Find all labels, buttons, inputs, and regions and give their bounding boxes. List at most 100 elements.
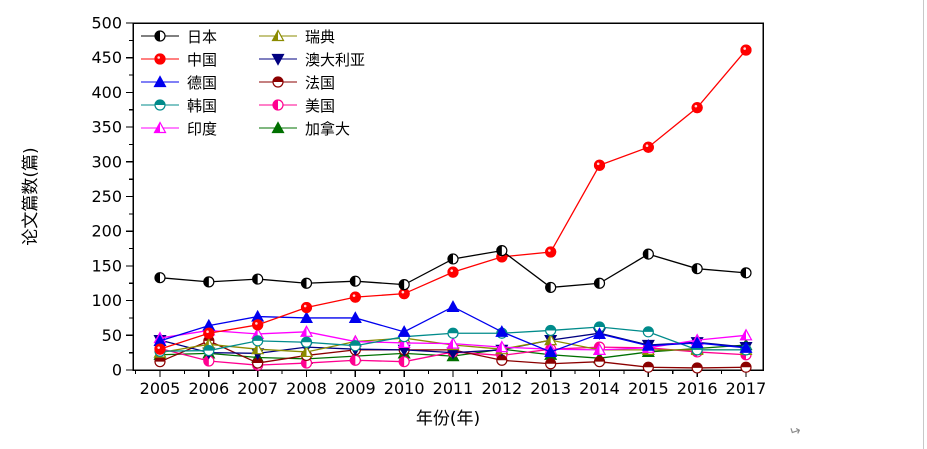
marker — [544, 345, 558, 358]
x-tick-label: 2012 — [481, 379, 522, 398]
marker — [448, 253, 453, 264]
x-tick-label: 2010 — [384, 379, 425, 398]
marker — [203, 327, 215, 339]
legend-label: 瑞典 — [305, 28, 335, 46]
marker — [350, 340, 361, 346]
x-tick-label: 2005 — [140, 379, 181, 398]
marker — [301, 337, 312, 343]
marker-highlight — [645, 144, 649, 148]
legend-label: 日本 — [187, 28, 217, 46]
marker — [545, 334, 551, 345]
y-tick-label: 0 — [112, 361, 122, 380]
marker — [350, 276, 356, 287]
legend-label: 中国 — [187, 51, 217, 69]
marker — [252, 343, 258, 354]
y-axis-title: 论文篇数(篇) — [21, 147, 41, 245]
marker — [594, 344, 600, 355]
marker — [447, 266, 459, 278]
marker — [691, 102, 703, 114]
x-tick-label: 2006 — [188, 379, 229, 398]
x-axis-title: 年份(年) — [416, 409, 480, 429]
marker — [496, 341, 502, 352]
y-tick-label: 150 — [91, 256, 122, 275]
marker — [154, 53, 166, 65]
legend-label: 韩国 — [187, 97, 217, 115]
marker — [739, 341, 753, 353]
marker — [301, 302, 312, 314]
marker — [740, 44, 752, 56]
marker-highlight — [157, 346, 160, 349]
marker — [594, 278, 600, 289]
marker — [496, 355, 507, 361]
marker — [692, 263, 698, 274]
y-tick-label: 100 — [91, 291, 122, 310]
legend-label: 印度 — [187, 120, 217, 138]
marker — [348, 311, 362, 324]
marker — [594, 321, 605, 327]
x-tick-label: 2009 — [335, 379, 376, 398]
legend-label: 德国 — [187, 74, 217, 92]
legend-label: 加拿大 — [305, 120, 350, 138]
marker — [271, 121, 285, 134]
marker-highlight — [157, 56, 160, 59]
marker-highlight — [450, 269, 454, 272]
marker — [740, 329, 746, 340]
marker-highlight — [596, 162, 600, 166]
marker — [153, 75, 167, 88]
page-edge-line — [923, 0, 924, 449]
marker-highlight — [206, 330, 209, 334]
marker — [741, 267, 746, 278]
x-tick-label: 2013 — [530, 379, 571, 398]
x-tick-label: 2008 — [286, 379, 327, 398]
marker — [301, 346, 307, 357]
marker — [594, 356, 605, 362]
marker — [495, 325, 509, 337]
marker — [448, 328, 458, 334]
marker-highlight — [303, 304, 307, 308]
marker — [252, 319, 264, 331]
marker — [545, 358, 556, 364]
marker-highlight — [401, 290, 405, 294]
marker — [642, 141, 654, 153]
marker — [446, 300, 460, 312]
marker — [252, 358, 263, 364]
y-tick-label: 400 — [91, 83, 122, 102]
marker-highlight — [694, 104, 698, 108]
marker — [643, 362, 654, 368]
marker — [592, 327, 607, 340]
marker — [301, 326, 307, 337]
marker — [399, 356, 405, 367]
marker — [741, 362, 751, 368]
marker — [692, 362, 703, 368]
marker — [203, 345, 214, 351]
y-tick-label: 500 — [91, 14, 122, 33]
marker — [252, 335, 263, 341]
marker-highlight — [255, 322, 258, 325]
marker-highlight — [743, 47, 746, 50]
marker — [643, 249, 649, 260]
marker — [641, 338, 655, 351]
marker — [690, 336, 704, 349]
marker — [350, 355, 356, 366]
marker — [643, 326, 654, 332]
marker — [155, 272, 160, 283]
marker — [273, 77, 283, 82]
marker — [349, 291, 361, 303]
marker — [545, 282, 551, 293]
marker-highlight — [548, 249, 551, 252]
marker — [594, 159, 605, 171]
plot-frame — [132, 22, 764, 371]
y-tick-label: 250 — [91, 187, 122, 206]
y-tick-label: 450 — [91, 48, 122, 67]
marker — [155, 100, 165, 105]
x-tick-label: 2017 — [726, 379, 767, 398]
x-tick-label: 2015 — [628, 379, 669, 398]
marker — [271, 53, 285, 66]
marker — [155, 356, 165, 362]
marker-highlight — [352, 294, 356, 297]
y-tick-label: 350 — [91, 118, 122, 137]
y-tick-label: 200 — [91, 222, 122, 241]
marker — [203, 355, 209, 366]
marker — [399, 279, 405, 290]
